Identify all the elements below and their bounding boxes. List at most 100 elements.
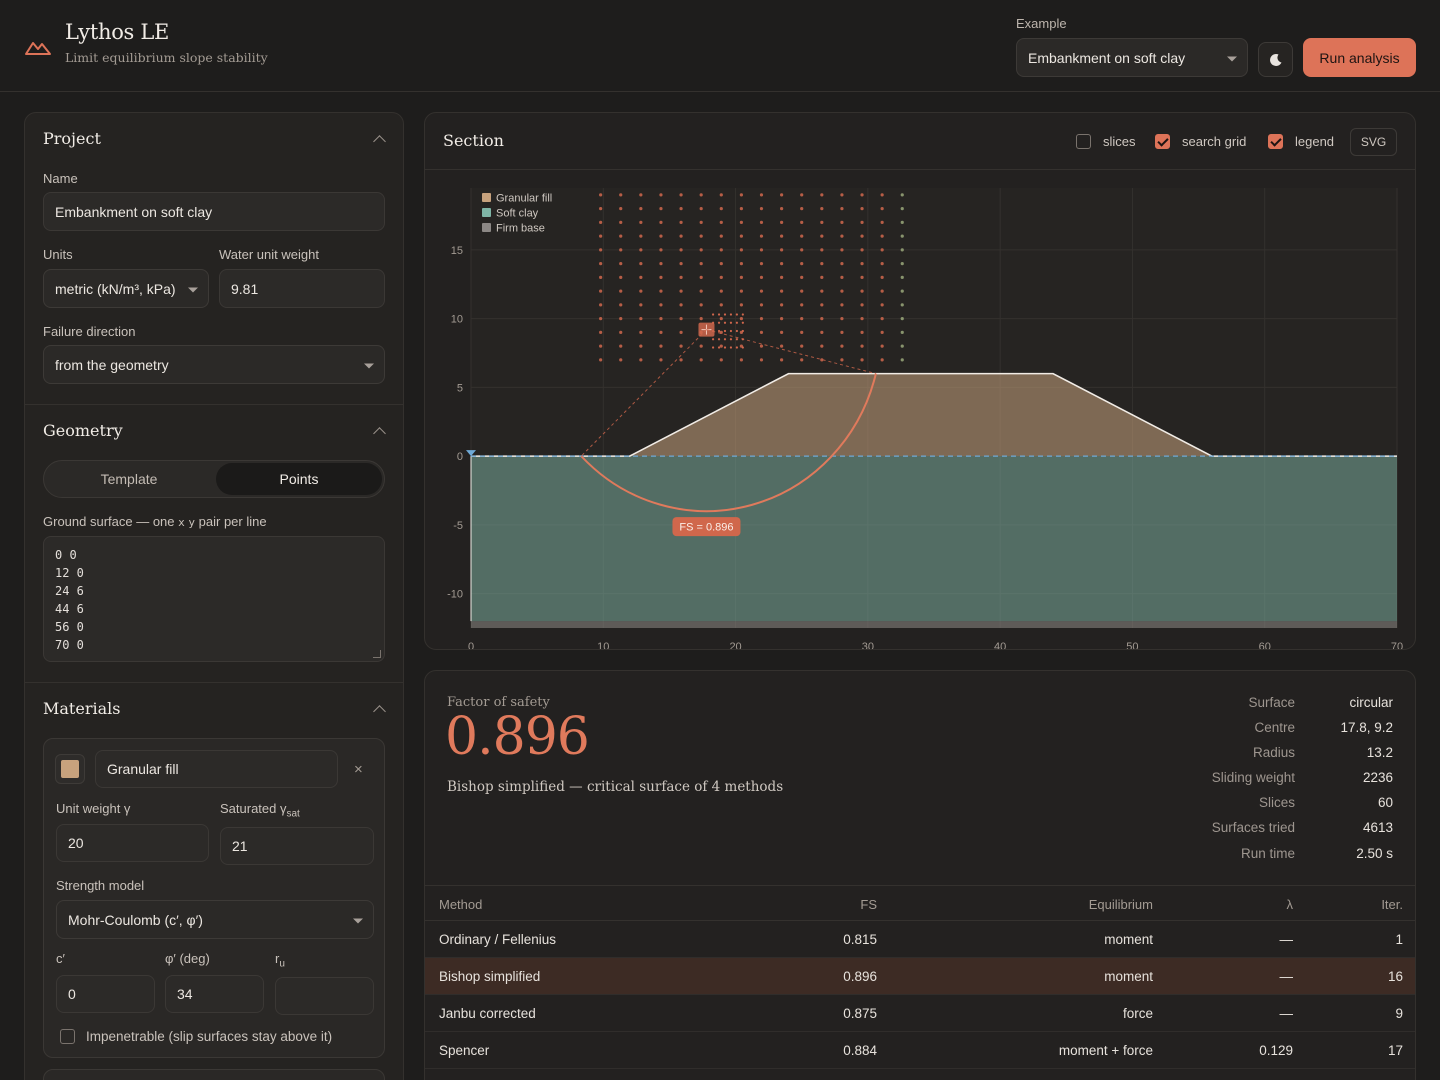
search-grid-point [860, 193, 864, 197]
search-grid-point [759, 262, 764, 266]
search-grid-point [759, 234, 764, 238]
resize-handle[interactable] [373, 650, 381, 658]
y-tick-label: 5 [457, 382, 463, 394]
search-grid-point [759, 248, 764, 252]
cell-method: Ordinary / Fellenius [439, 932, 557, 947]
soft-clay-layer [471, 456, 1397, 622]
search-grid-point [860, 207, 864, 211]
impenetrable-checkbox[interactable] [60, 1029, 75, 1044]
critical-slip-surface [580, 373, 877, 513]
tab-points[interactable]: Points [216, 463, 382, 495]
cell-iterations: 17 [1387, 1043, 1403, 1058]
factor-of-safety-value: 0.896 [445, 707, 590, 767]
name-label: Name [43, 171, 78, 186]
search-grid-point [900, 248, 904, 252]
unit-weight-input[interactable]: 20 [56, 824, 209, 862]
search-grid-point [860, 220, 864, 224]
refined-grid-point [711, 313, 715, 316]
refined-grid-point [723, 321, 727, 324]
divider [25, 404, 403, 405]
search-grid-point [659, 193, 663, 197]
x-tick-label: 10 [597, 641, 609, 650]
theme-toggle-button[interactable] [1258, 42, 1293, 77]
strength-model-select[interactable]: Mohr-Coulomb (c′, φ′) [56, 900, 374, 939]
search-grid-point [900, 330, 904, 334]
search-grid-point [639, 275, 643, 279]
chevron-down-icon [1227, 56, 1237, 61]
search-grid-point [619, 207, 623, 211]
refined-grid-point [711, 338, 715, 341]
search-grid-point [780, 220, 784, 224]
refined-grid-point [735, 338, 738, 341]
search-grid-point [780, 275, 784, 279]
material-name-input[interactable]: Granular fill [95, 750, 338, 788]
units-select[interactable]: metric (kN/m³, kPa) [43, 269, 209, 308]
friction-angle-input[interactable]: 34 [165, 975, 264, 1013]
search-grid-point [719, 358, 723, 362]
table-row[interactable]: Janbu corrected 0.875 force — 9 [425, 995, 1415, 1032]
cell-lambda: — [1279, 1006, 1294, 1021]
ground-surface-textarea[interactable]: 0 0 12 0 24 6 44 6 56 0 70 0 [43, 536, 385, 662]
saturated-weight-label: Saturated γsat [220, 801, 300, 820]
pore-pressure-ratio-input[interactable] [275, 977, 374, 1015]
search-grid-point [800, 234, 804, 238]
table-row[interactable]: Ordinary / Fellenius 0.815 moment — 1 [425, 921, 1415, 958]
search-grid-point [599, 262, 603, 266]
remove-material-button[interactable]: × [354, 761, 363, 778]
legend-checkbox[interactable] [1268, 134, 1283, 149]
table-row-selected[interactable]: Bishop simplified 0.896 moment — 16 [425, 958, 1415, 995]
refined-grid-point [735, 321, 738, 324]
search-grid-point [820, 330, 824, 334]
column-header-lambda: λ [1286, 897, 1294, 912]
friction-angle-value: 34 [177, 986, 193, 1002]
search-grid-point [820, 289, 824, 293]
divider [425, 169, 1415, 170]
run-analysis-button[interactable]: Run analysis [1303, 38, 1416, 77]
pore-pressure-ratio-label-sub: u [279, 958, 285, 970]
search-grid-point [860, 275, 864, 279]
stat-value: 60 [1377, 795, 1393, 810]
saturated-weight-input[interactable]: 21 [220, 827, 374, 865]
search-grid-point [900, 344, 904, 348]
material-color-picker[interactable] [55, 754, 85, 784]
search-grid-point [900, 317, 904, 321]
slices-checkbox[interactable] [1076, 134, 1091, 149]
refined-grid-point [735, 313, 738, 316]
chevron-up-icon[interactable] [373, 705, 386, 718]
cell-iterations: 16 [1387, 969, 1403, 984]
search-grid-point [639, 317, 643, 321]
example-select[interactable]: Embankment on soft clay [1016, 38, 1248, 77]
search-grid-point [880, 207, 884, 211]
cell-equilibrium: force [1122, 1006, 1153, 1021]
refined-grid-point [717, 321, 721, 324]
refined-grid-point [729, 313, 733, 316]
search-grid-point [739, 220, 743, 224]
tab-template[interactable]: Template [100, 471, 158, 487]
search-grid-point [900, 358, 904, 362]
water-unit-weight-input[interactable]: 9.81 [219, 269, 385, 308]
search-grid-checkbox[interactable] [1155, 134, 1170, 149]
cell-method: Janbu corrected [439, 1006, 536, 1021]
search-grid-point [780, 248, 784, 252]
cohesion-input[interactable]: 0 [56, 975, 155, 1013]
export-svg-button[interactable]: SVG [1350, 128, 1397, 156]
search-grid-point [659, 248, 663, 252]
search-grid-point [639, 220, 643, 224]
chevron-up-icon[interactable] [373, 135, 386, 148]
project-name-input[interactable]: Embankment on soft clay [43, 192, 385, 231]
search-grid-point [619, 275, 623, 279]
search-grid-point [679, 358, 683, 362]
search-grid-point [800, 358, 804, 362]
chevron-up-icon[interactable] [373, 427, 386, 440]
refined-grid-point [741, 321, 744, 324]
cell-fs: 0.815 [843, 932, 877, 947]
search-grid-point [880, 262, 884, 266]
pore-pressure-ratio-label-text: r [275, 951, 280, 966]
table-row[interactable]: Spencer 0.884 moment + force 0.129 17 [425, 1032, 1415, 1069]
project-section-title: Project [43, 129, 101, 148]
cell-method: Bishop simplified [439, 969, 541, 984]
failure-direction-select[interactable]: from the geometry [43, 345, 385, 384]
search-grid-point [860, 262, 864, 266]
search-grid-point [719, 262, 723, 266]
chevron-down-icon [188, 287, 198, 292]
